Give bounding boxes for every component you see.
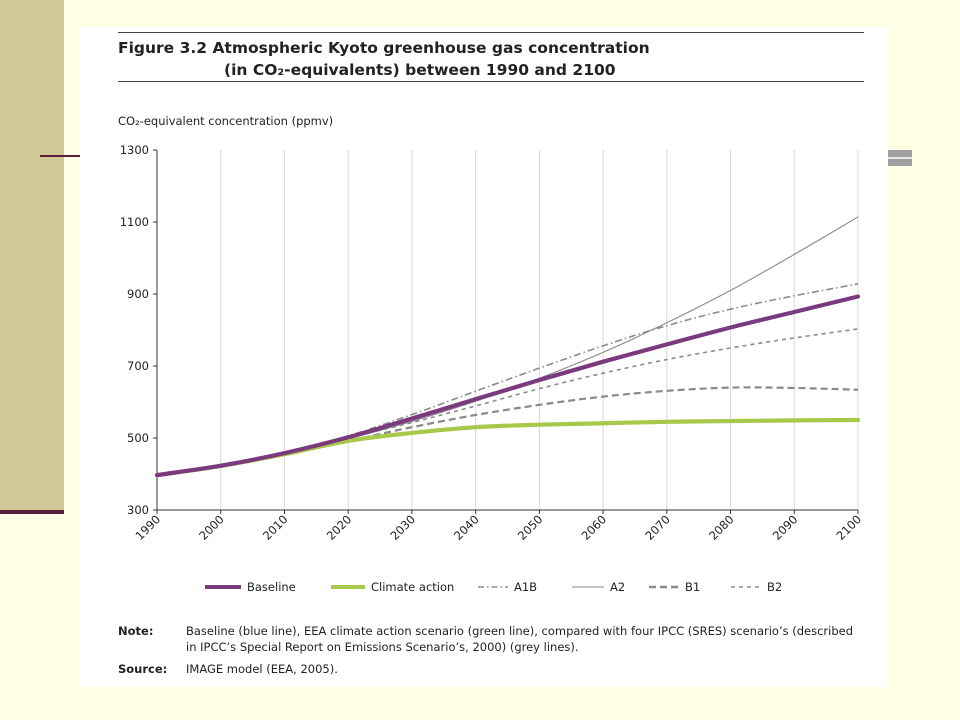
series-line-baseline <box>154 294 861 478</box>
note-row: Note: Baseline (blue line), EEA climate … <box>118 623 866 655</box>
source-text: IMAGE model (EEA, 2005). <box>186 662 338 676</box>
y-tick-label-1300: 1300 <box>120 143 149 157</box>
legend-label-a2: A2 <box>610 580 626 594</box>
legend-baseline: Baseline <box>205 580 296 594</box>
figure-notes: Note: Baseline (blue line), EEA climate … <box>118 623 866 683</box>
legend-label-b2: B2 <box>767 580 783 594</box>
legend-label-a1b: A1B <box>514 580 538 594</box>
y-tick-label-700: 700 <box>127 359 149 373</box>
y-tick-label-300: 300 <box>127 503 149 517</box>
source-key: Source: <box>118 662 168 676</box>
legend-swatch-a2 <box>572 586 604 588</box>
y-tick-label-500: 500 <box>127 431 149 445</box>
legend-climate: Climate action <box>331 580 454 594</box>
x-tick-label-2090: 2090 <box>770 512 801 543</box>
legend-b1: B1 <box>649 580 700 594</box>
legend-swatch-b1 <box>649 585 679 589</box>
legend-swatch-baseline <box>205 585 241 589</box>
y-tick-label-1100: 1100 <box>120 215 149 229</box>
legend-a1b: A1B <box>478 580 537 594</box>
legend-label-baseline: Baseline <box>247 580 296 594</box>
x-tick-label-2100: 2100 <box>834 512 865 543</box>
series-line-a1b <box>156 283 859 476</box>
x-tick-label-2040: 2040 <box>451 512 482 543</box>
x-tick-label-2050: 2050 <box>515 512 546 543</box>
title-bottom-rule <box>118 81 864 82</box>
figure-title-line1: Figure 3.2 Atmospheric Kyoto greenhouse … <box>118 39 650 57</box>
series-line-b2 <box>156 328 859 476</box>
figure-card: Figure 3.2 Atmospheric Kyoto greenhouse … <box>80 27 888 687</box>
x-tick-label-2000: 2000 <box>196 512 227 543</box>
series-line-climate-action <box>154 417 861 478</box>
legend-label-climate: Climate action <box>371 580 455 594</box>
note-key: Note: <box>118 624 154 638</box>
x-tick-label-2020: 2020 <box>324 512 355 543</box>
title-top-rule <box>118 32 864 33</box>
series-line-b1 <box>156 386 859 477</box>
slide-gray-bar <box>888 150 912 166</box>
source-row: Source: IMAGE model (EEA, 2005). <box>118 661 866 677</box>
legend-swatch-a1b <box>478 586 508 588</box>
x-tick-label-2070: 2070 <box>642 512 673 543</box>
slide-left-band <box>0 0 64 510</box>
y-tick-label-900: 900 <box>127 287 149 301</box>
x-tick-label-2010: 2010 <box>260 512 291 543</box>
legend-label-b1: B1 <box>685 580 701 594</box>
figure-title-line2: (in CO₂-equivalents) between 1990 and 21… <box>224 61 616 79</box>
legend-swatch-climate <box>331 585 365 589</box>
slide-accent-bottom <box>0 510 64 514</box>
x-tick-label-2060: 2060 <box>579 512 610 543</box>
slide-accent-line <box>40 155 100 157</box>
legend-swatch-b2 <box>731 586 761 588</box>
x-tick-label-2080: 2080 <box>706 512 737 543</box>
note-text: Baseline (blue line), EEA climate action… <box>186 624 854 654</box>
figure-title: Figure 3.2 Atmospheric Kyoto greenhouse … <box>118 37 650 81</box>
legend-a2: A2 <box>572 580 625 594</box>
y-axis-label: CO₂-equivalent concentration (ppmv) <box>118 114 334 128</box>
legend-b2: B2 <box>731 580 782 594</box>
x-tick-label-2030: 2030 <box>387 512 418 543</box>
series-line-a2 <box>156 216 859 476</box>
